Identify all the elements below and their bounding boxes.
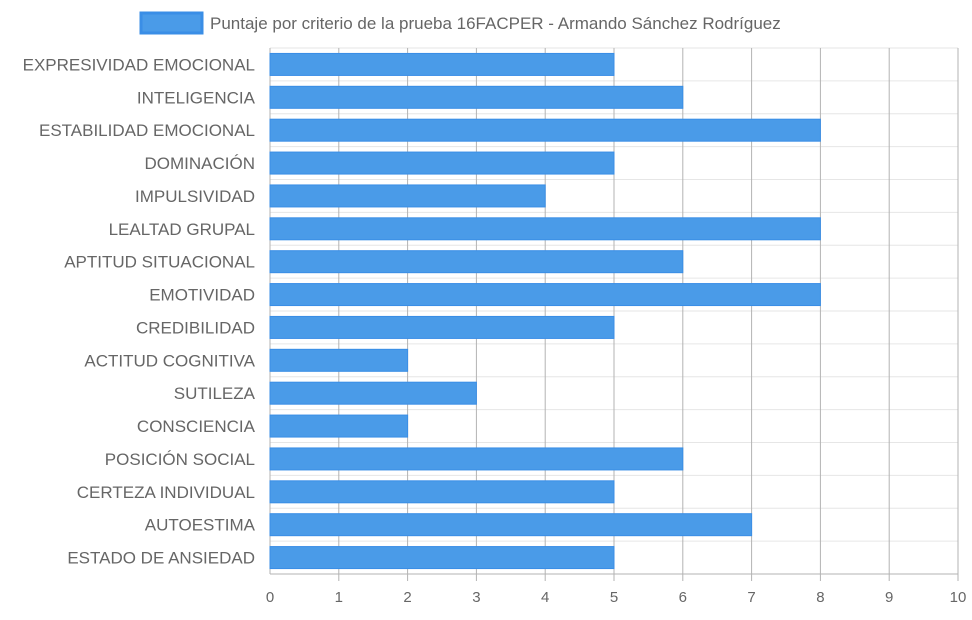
bar[interactable]	[269, 118, 821, 142]
category-label: CREDIBILIDAD	[136, 318, 255, 337]
x-tick-label: 10	[950, 589, 967, 606]
category-label: POSICIÓN SOCIAL	[105, 450, 255, 469]
bar[interactable]	[269, 414, 409, 438]
category-label: CERTEZA INDIVIDUAL	[77, 483, 255, 502]
bar[interactable]	[269, 184, 546, 208]
category-label: EXPRESIVIDAD EMOCIONAL	[23, 55, 255, 74]
category-label: LEALTAD GRUPAL	[109, 220, 255, 239]
category-label: SUTILEZA	[174, 384, 256, 403]
bar[interactable]	[269, 250, 684, 274]
x-tick-label: 2	[403, 589, 411, 606]
x-tick-label: 5	[610, 589, 618, 606]
bar[interactable]	[269, 513, 753, 537]
bar[interactable]	[269, 283, 821, 307]
category-labels: EXPRESIVIDAD EMOCIONAL INTELIGENCIA ESTABI…	[23, 55, 256, 567]
bar[interactable]	[269, 546, 615, 570]
bar[interactable]	[269, 480, 615, 504]
legend-label: Puntaje por criterio de la prueba 16FACP…	[210, 14, 781, 33]
bar[interactable]	[269, 447, 684, 471]
bar[interactable]	[269, 52, 615, 76]
x-tick-label: 6	[679, 589, 687, 606]
category-label: ESTADO DE ANSIEDAD	[67, 549, 255, 568]
x-tick-label: 9	[885, 589, 893, 606]
x-tick-label: 8	[816, 589, 824, 606]
bar[interactable]	[269, 381, 477, 405]
category-label: INTELIGENCIA	[137, 88, 256, 107]
category-label: DOMINACIÓN	[145, 154, 256, 173]
category-label: ESTABILIDAD EMOCIONAL	[39, 121, 255, 140]
legend-swatch	[139, 11, 204, 35]
bars	[269, 52, 821, 570]
category-label: ACTITUD COGNITIVA	[84, 351, 255, 370]
category-label: APTITUD SITUACIONAL	[64, 253, 255, 272]
x-tick-label: 1	[335, 589, 343, 606]
x-tick-label: 4	[541, 589, 549, 606]
x-tick-label: 7	[747, 589, 755, 606]
bar[interactable]	[269, 348, 409, 372]
x-axis-tick-labels: 0 1 2 3 4 5 6 7 8 9 10	[266, 589, 967, 606]
category-label: IMPULSIVIDAD	[135, 187, 255, 206]
category-label: AUTOESTIMA	[145, 516, 256, 535]
bar[interactable]	[269, 217, 821, 241]
category-label: EMOTIVIDAD	[149, 286, 255, 305]
bar[interactable]	[269, 85, 684, 109]
bar[interactable]	[269, 151, 615, 175]
x-tick-label: 3	[472, 589, 480, 606]
category-label: CONSCIENCIA	[137, 417, 256, 436]
legend[interactable]: Puntaje por criterio de la prueba 16FACP…	[139, 11, 781, 35]
bar[interactable]	[269, 315, 615, 339]
x-tick-label: 0	[266, 589, 274, 606]
